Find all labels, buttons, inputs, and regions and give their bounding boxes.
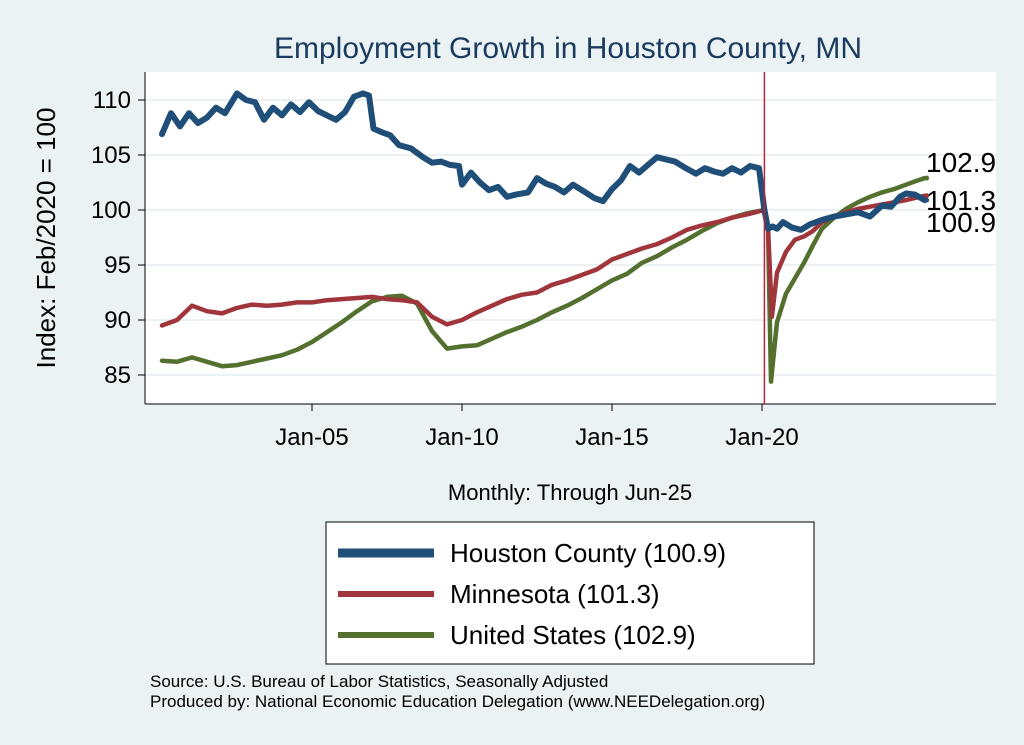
- grid-lines: [145, 99, 996, 376]
- y-tick-label: 90: [104, 307, 131, 334]
- x-tick-label: Jan-15: [575, 424, 648, 451]
- y-tick-label: 105: [91, 142, 131, 169]
- end-label-united-states: 102.9: [926, 147, 996, 178]
- end-marker: [924, 193, 930, 199]
- y-tick-label: 85: [104, 362, 131, 389]
- axes: 85 90 95 100 105 110 Jan-05 Jan-10 Jan-15 Jan-20: [91, 72, 996, 451]
- series-line-minnesota: [159, 193, 927, 328]
- end-label-houston-county: 100.9: [926, 207, 996, 238]
- legend-label-houston-county: Houston County (100.9): [450, 538, 726, 568]
- legend-entries: Houston County (100.9) Minnesota (101.3) U…: [338, 538, 726, 650]
- plot-area: [145, 72, 996, 404]
- series-line-houston-county: [159, 90, 928, 233]
- legend-label-minnesota: Minnesota (101.3): [450, 579, 660, 609]
- y-tick-label: 110: [93, 87, 131, 114]
- legend-label-united-states: United States (102.9): [450, 620, 696, 650]
- source-note: Source: U.S. Bureau of Labor Statistics,…: [150, 672, 609, 691]
- end-marker: [924, 197, 930, 203]
- producer-note: Produced by: National Economic Education…: [150, 692, 766, 711]
- series-layer: [159, 90, 928, 384]
- end-label-minnesota: 101.3: [926, 185, 996, 216]
- x-tick-label: Jan-10: [425, 424, 498, 451]
- end-marker: [924, 175, 930, 181]
- y-tick-label: 95: [104, 252, 131, 279]
- x-tick-label: Jan-20: [725, 424, 798, 451]
- y-tick-label: 100: [91, 197, 131, 224]
- chart: Employment Growth in Houston County, MN …: [31, 32, 996, 665]
- x-axis-label: Monthly: Through Jun-25: [448, 480, 692, 505]
- x-tick-label: Jan-05: [275, 424, 348, 451]
- chart-title: Employment Growth in Houston County, MN: [274, 32, 862, 65]
- y-axis-label: Index: Feb/2020 = 100: [31, 108, 61, 369]
- series-line-united-states: [159, 175, 927, 384]
